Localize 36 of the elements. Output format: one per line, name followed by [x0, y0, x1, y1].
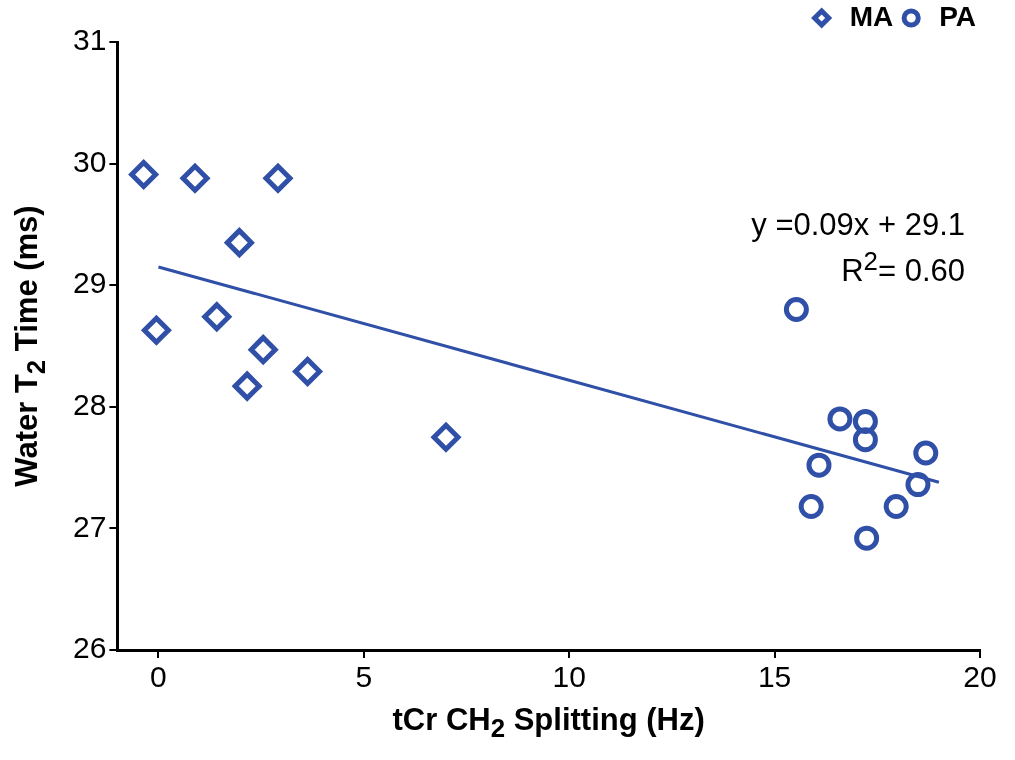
point — [202, 302, 232, 332]
point — [431, 422, 461, 452]
point — [293, 357, 323, 387]
point — [783, 297, 809, 323]
point — [852, 427, 878, 453]
y-tick-label: 30 — [72, 144, 107, 178]
point — [827, 406, 853, 432]
x-tick-label: 0 — [150, 660, 167, 694]
point — [141, 315, 171, 345]
legend-label: PA — [939, 0, 977, 32]
y-tick-label: 26 — [72, 631, 107, 665]
x-tick-label: 15 — [757, 660, 792, 694]
point — [883, 494, 909, 520]
point — [806, 452, 832, 478]
point — [248, 335, 278, 365]
y-tick-label: 27 — [72, 509, 107, 543]
annotation: R$^{2}$= 0.60 — [840, 246, 965, 290]
point — [129, 160, 159, 190]
point — [852, 408, 878, 434]
point — [854, 525, 880, 551]
x-tick-label: 10 — [552, 660, 586, 694]
x-tick-label: 20 — [963, 660, 997, 694]
point — [180, 163, 210, 193]
point — [913, 440, 939, 466]
y-tick-label: 29 — [72, 266, 107, 300]
point — [798, 494, 824, 520]
point — [263, 163, 293, 193]
legend-label: MA — [849, 0, 894, 32]
annotation: y =0.09x + 29.1 — [751, 207, 965, 243]
point — [905, 472, 931, 498]
x-axis-title: tCr CH$_{2}$ Splitting (Hz) — [391, 702, 706, 744]
point — [232, 371, 262, 401]
point — [224, 228, 254, 258]
x-tick-label: 5 — [355, 660, 373, 694]
y-tick-label: 28 — [72, 388, 107, 422]
y-tick-label: 31 — [72, 23, 107, 57]
